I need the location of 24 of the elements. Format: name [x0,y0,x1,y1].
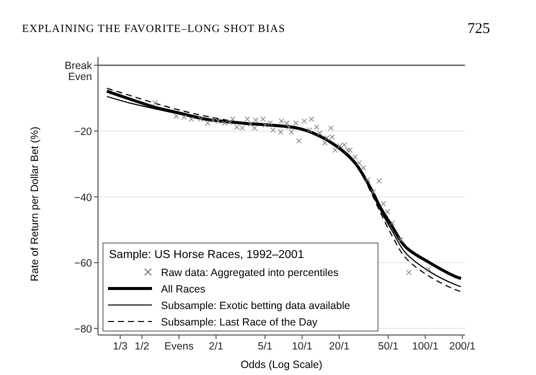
x-tick-label: 1/2 [134,340,150,352]
x-axis-title: Odds (Log Scale) [240,359,322,371]
legend-title: Sample: US Horse Races, 1992–2001 [109,249,304,261]
x-tick-label: 50/1 [378,340,399,352]
x-tick-label: 200/1 [449,340,476,352]
y-tick-label: −40 [74,192,92,204]
y-tick-label: Break Even [64,60,93,84]
x-tick-label: 1/3 [112,340,128,352]
x-tick-label: 2/1 [208,340,224,352]
x-tick-label: Evens [164,340,194,352]
text: EXPLAINING THE FAVORITE–LONG SHOT BIAS [22,23,286,35]
legend-label: Subsample: Exotic betting data available [161,300,350,312]
legend-label: Raw data: Aggregated into percentiles [161,267,338,279]
x-tick-label: 20/1 [329,340,350,352]
y-tick-label: −60 [74,258,92,270]
y-axis-title: Rate of Return per Dollar Bet (%) [29,126,41,282]
legend-label: Subsample: Last Race of the Day [161,316,318,328]
x-tick-label: 5/1 [258,340,273,352]
x-tick-label: 100/1 [412,340,439,352]
x-tick-label: 10/1 [292,340,313,352]
y-tick-label: −80 [74,323,92,336]
y-tick-label: −20 [74,126,92,138]
text: 725 [468,21,490,37]
legend-label: All Races [161,284,206,296]
